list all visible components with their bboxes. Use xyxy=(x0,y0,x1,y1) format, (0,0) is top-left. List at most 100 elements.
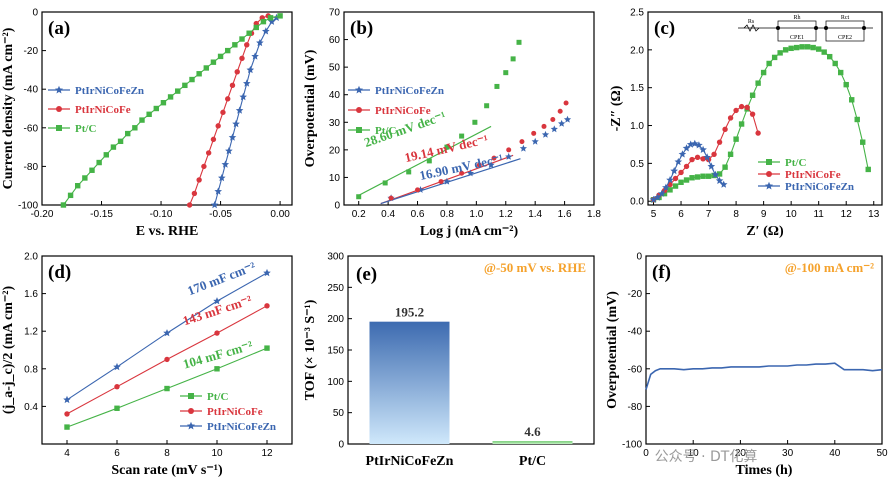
data-point-square xyxy=(782,47,789,53)
data-point-star xyxy=(466,169,475,177)
legend-label: Pt/C xyxy=(75,123,96,135)
data-point-circle xyxy=(733,107,739,114)
legend-label: PtIrNiCoFeZn xyxy=(785,181,854,193)
data-point-circle xyxy=(738,103,745,110)
data-point-star xyxy=(54,85,64,94)
data-point-square xyxy=(815,46,822,52)
y-tick-label: 1.2 xyxy=(24,327,38,338)
legend-label: PtIrNiCoFe xyxy=(75,104,131,116)
data-point-square xyxy=(203,65,209,71)
data-point-star xyxy=(487,161,495,169)
data-point-star xyxy=(232,119,240,128)
y-tick-label: -20 xyxy=(24,46,39,57)
data-point-square xyxy=(164,385,170,392)
x-tick-label: 12 xyxy=(841,209,853,220)
x-tick-label: 1.6 xyxy=(558,209,572,220)
data-point-star xyxy=(218,174,226,182)
bar-value-label: 195.2 xyxy=(395,305,424,320)
data-point-star xyxy=(263,268,271,277)
data-point-star xyxy=(695,141,703,149)
y-tick-label: -40 xyxy=(24,85,39,96)
x-tick-label: 50 xyxy=(876,448,888,459)
data-point-circle xyxy=(491,155,497,161)
data-point-star xyxy=(256,38,264,47)
data-point-circle xyxy=(519,139,525,145)
y-axis-label: (j_a-j_c)/2 (mA cm⁻²) xyxy=(1,286,16,415)
data-point-square xyxy=(132,125,138,131)
data-point-square xyxy=(114,405,120,411)
x-tick-label: 20 xyxy=(735,448,747,459)
axes-frame xyxy=(343,11,595,206)
data-point-star xyxy=(662,183,670,191)
data-point-square xyxy=(860,139,866,145)
circuit-loop xyxy=(825,20,865,42)
legend-label: Pt/C xyxy=(785,157,806,169)
y-axis-label: TOF (× 10⁻³ S⁻¹) xyxy=(303,299,318,400)
data-point-square xyxy=(661,190,668,197)
data-point-star xyxy=(541,130,550,138)
data-point-star xyxy=(186,421,196,430)
y-tick-label: 70 xyxy=(329,8,341,19)
data-point-star xyxy=(678,150,687,158)
x-tick-label: -0.10 xyxy=(150,209,173,220)
data-point-star xyxy=(63,395,71,404)
y-tick-label: 2.0 xyxy=(630,45,644,56)
chart-panel-d: 4 6 8 10 12 0.4 0.8 1.2 1.6 2.0 Scan rate (mV s⁻¹)… xyxy=(1,252,293,478)
legend-label: PtIrNiCoFe xyxy=(785,169,841,181)
data-point-star xyxy=(531,137,539,145)
panel-label: (a) xyxy=(48,18,70,39)
data-point-circle xyxy=(700,156,706,162)
y-tick-label: 20 xyxy=(329,145,341,156)
circuit-label: CPE2 xyxy=(838,35,852,41)
data-point-square xyxy=(494,83,500,89)
y-tick-label: 0 xyxy=(636,252,642,263)
data-point-square xyxy=(217,53,224,60)
data-point-square xyxy=(700,173,706,179)
data-point-square xyxy=(793,44,800,51)
data-point-circle xyxy=(755,130,761,136)
data-point-square xyxy=(67,192,74,199)
panel-label: (d) xyxy=(48,262,71,283)
legend-label: PtIrNiCoFe xyxy=(375,105,431,117)
data-point-star xyxy=(443,177,451,185)
legend-label: Pt/C xyxy=(207,391,228,403)
x-axis-label: Scan rate (mV s⁻¹) xyxy=(111,463,223,478)
circuit-node xyxy=(824,26,828,30)
data-point-star xyxy=(674,157,683,166)
x-tick-label: -0.20 xyxy=(31,209,54,220)
data-point-circle xyxy=(438,179,444,185)
data-point-square xyxy=(277,13,283,19)
data-point-square xyxy=(722,164,728,170)
data-point-circle xyxy=(264,303,270,309)
chart-panel-f: 0 10 20 30 40 50 0 -20 -40 -60 -80 -100 Times (h) Ove… xyxy=(605,252,888,479)
data-point-square xyxy=(103,152,109,158)
legend-label: PtIrNiCoFeZn xyxy=(207,421,276,433)
data-point-square xyxy=(672,183,679,189)
chart-panel-c: 5 6 7 8 9 10 11 12 13 0.0 0.5 1.0 1.5 2.0 2.5 Z′ (Ω) -Z″… xyxy=(609,8,883,239)
data-point-square xyxy=(683,177,690,183)
series-line xyxy=(66,272,268,401)
data-point-circle xyxy=(214,330,220,336)
data-point-circle xyxy=(476,162,482,168)
data-point-square xyxy=(264,345,270,351)
data-point-square xyxy=(788,45,794,52)
data-point-square xyxy=(716,171,723,177)
equivalent-circuit: Rs Rh Rct CPE1 CPE2 xyxy=(738,15,873,42)
data-point-square xyxy=(160,100,167,106)
data-point-circle xyxy=(716,139,723,145)
data-point-square xyxy=(110,144,117,150)
x-category-label: PtIrNiCoFeZn xyxy=(366,454,454,469)
data-point-star xyxy=(699,145,707,153)
data-point-square xyxy=(472,119,478,125)
y-tick-label: 1.0 xyxy=(630,121,644,132)
y-tick-label: 0 xyxy=(338,440,344,451)
data-point-star xyxy=(221,160,230,168)
data-point-star xyxy=(563,115,572,123)
data-point-star xyxy=(239,92,247,101)
circuit-label: Rct xyxy=(841,15,850,21)
data-point-circle xyxy=(191,190,198,197)
x-tick-label: 0.8 xyxy=(440,209,454,220)
data-point-square xyxy=(705,173,712,179)
data-point-circle xyxy=(210,136,217,143)
data-point-square xyxy=(189,76,195,83)
